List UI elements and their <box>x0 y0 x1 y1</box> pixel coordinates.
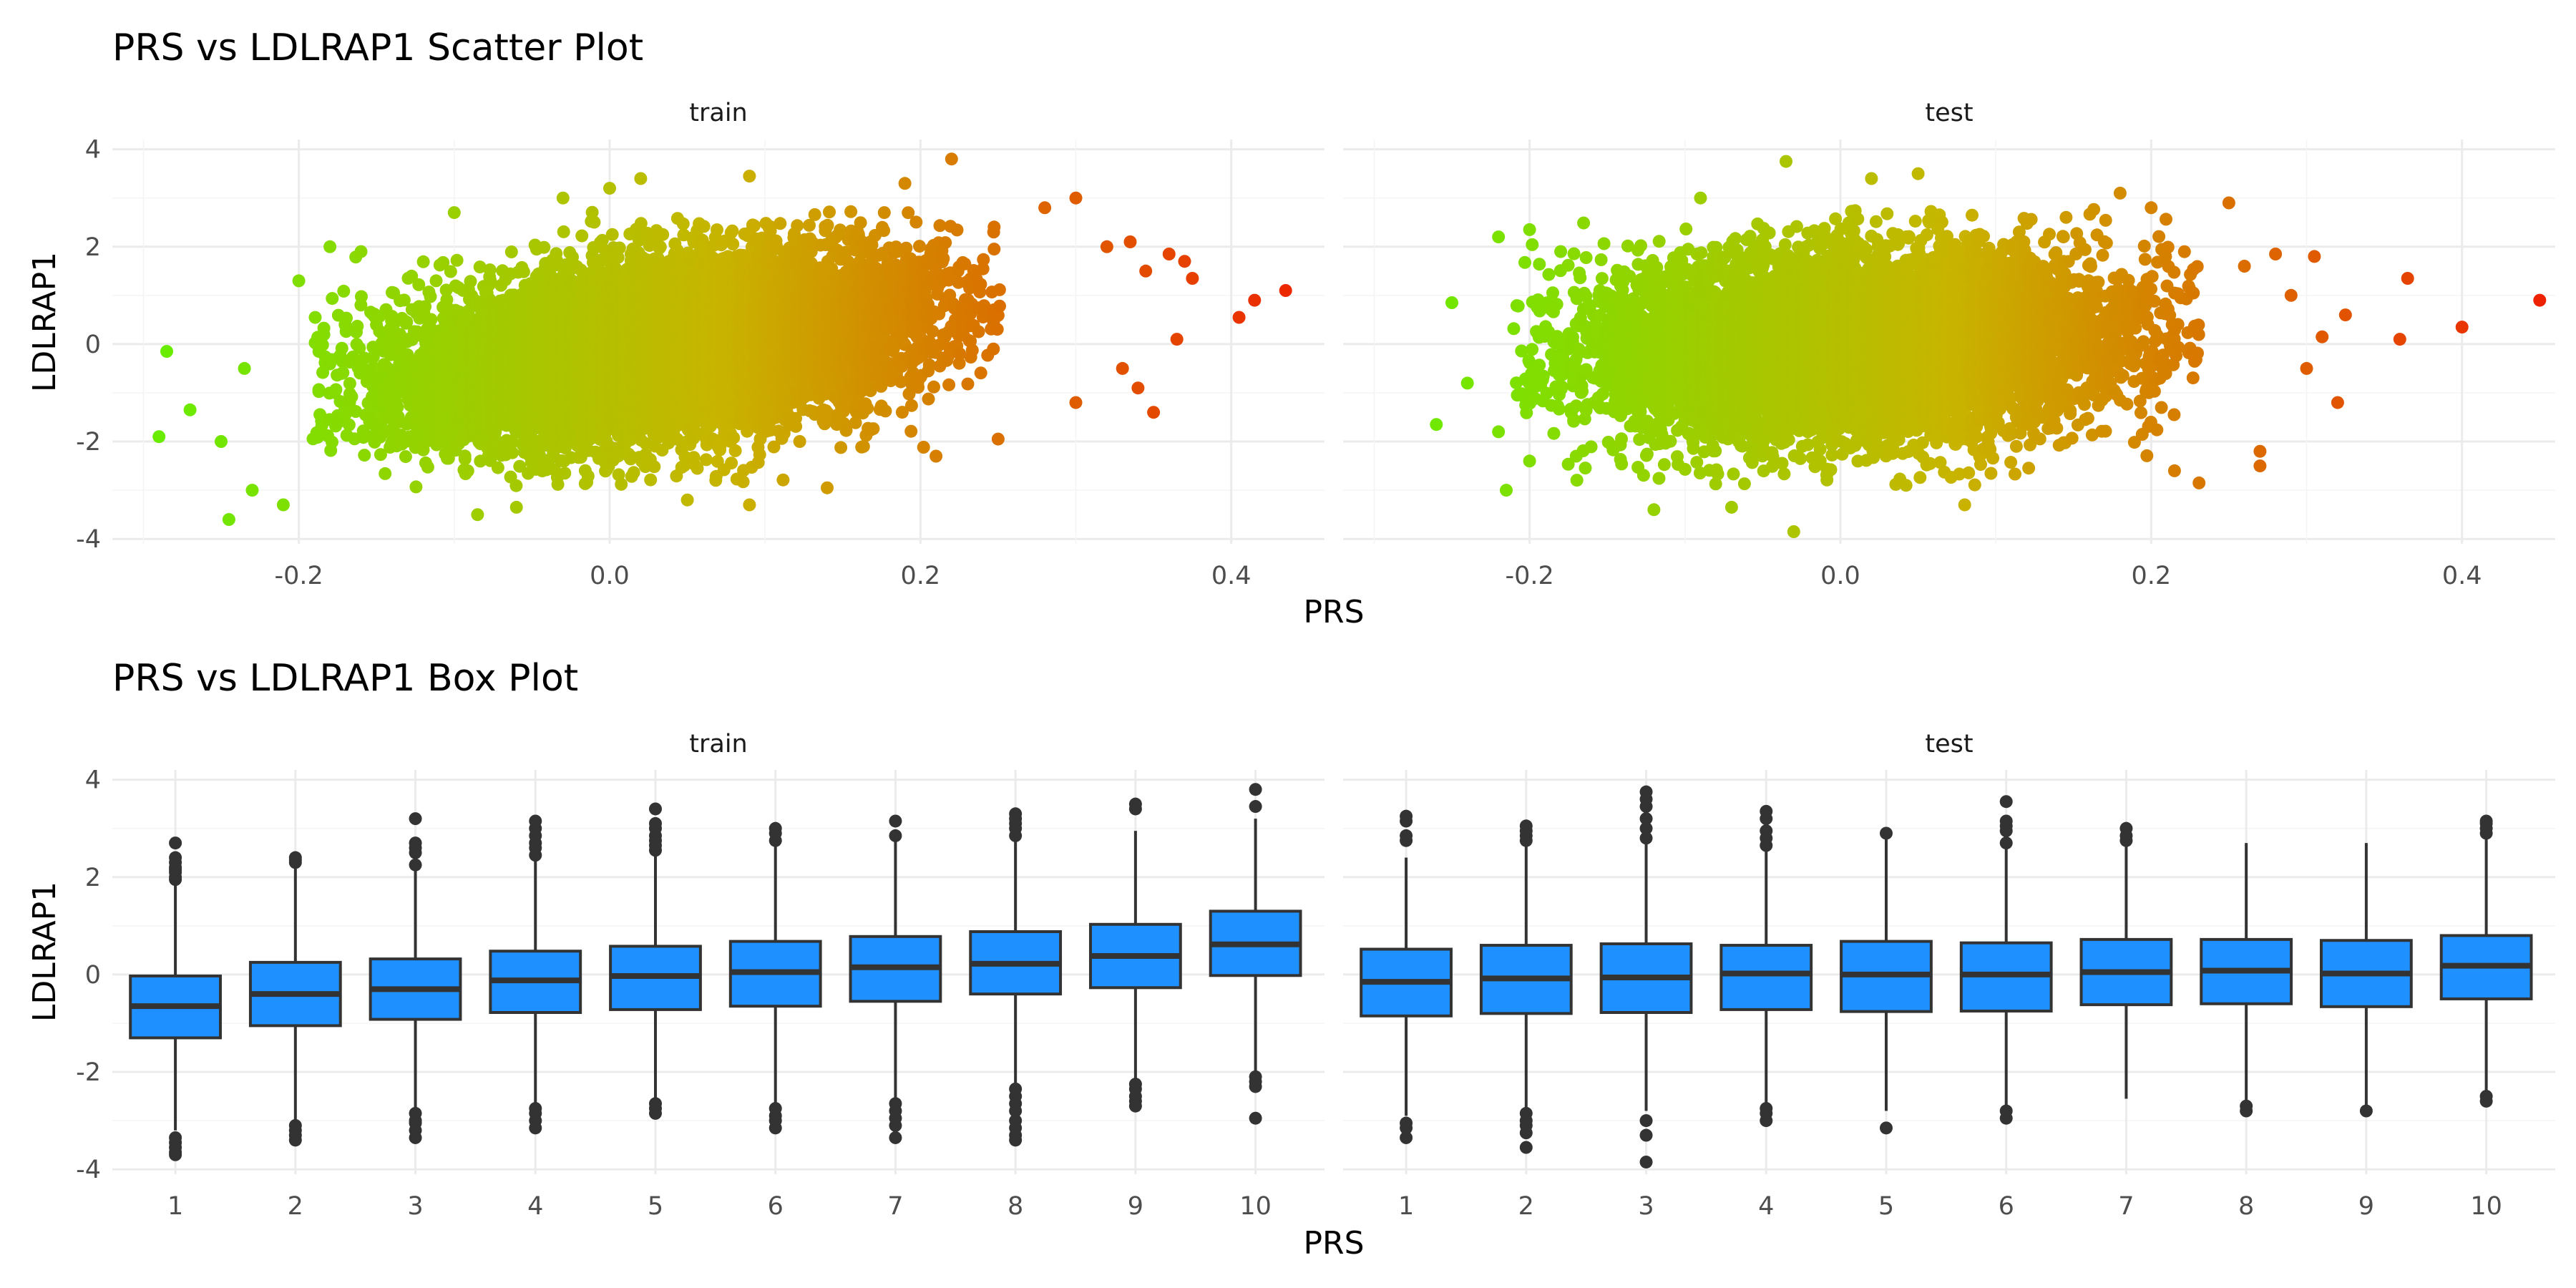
scatter-point <box>492 462 504 474</box>
scatter-point <box>337 285 350 298</box>
scatter-strip-test: test <box>1925 99 1973 127</box>
scatter-point <box>309 311 322 324</box>
scatter-point <box>326 436 338 449</box>
scatter-point <box>448 206 461 219</box>
scatter-point <box>603 182 616 195</box>
scatter-point <box>246 484 259 497</box>
scatter-train-x-tick-label: -0.2 <box>274 562 323 590</box>
scatter-point <box>517 265 530 278</box>
scatter-point <box>277 499 290 512</box>
scatter-point <box>557 225 570 238</box>
scatter-point <box>509 479 522 492</box>
scatter-point <box>462 464 474 477</box>
scatter-point <box>424 291 437 303</box>
scatter-point <box>323 240 336 253</box>
scatter-strip-train: train <box>689 99 747 127</box>
scatter-point <box>343 419 356 431</box>
scatter-point <box>648 460 660 473</box>
scatter-train-points <box>152 152 1292 526</box>
scatter-point <box>326 292 338 305</box>
scatter-train-x-tick-label: 0.2 <box>900 562 940 590</box>
scatter-point <box>558 467 571 479</box>
scatter-point <box>459 452 472 465</box>
scatter-train-y-tick-label: -2 <box>76 428 101 457</box>
scatter-point <box>399 450 412 463</box>
scatter-point <box>471 508 484 521</box>
scatter-train-y-tick-label: 0 <box>85 331 101 359</box>
figure: PRS vs LDLRAP1 Scatter Plot train test -… <box>0 0 2576 1288</box>
scatter-point <box>613 242 626 255</box>
scatter-point <box>215 435 228 448</box>
scatter-point <box>336 342 348 355</box>
scatter-point <box>318 322 331 335</box>
scatter-point <box>444 265 457 278</box>
scatter-train-x-tick-label: 0.4 <box>1211 562 1252 590</box>
scatter-point <box>505 245 518 258</box>
scatter-point <box>355 245 368 258</box>
scatter-point <box>184 404 197 416</box>
scatter-point <box>358 449 371 462</box>
scatter-point <box>293 274 306 287</box>
scatter-point <box>346 390 358 403</box>
scatter-point <box>510 501 523 514</box>
scatter-point <box>464 275 477 288</box>
scatter-point <box>575 230 588 243</box>
scatter-point <box>606 228 619 241</box>
scatter-point <box>628 466 640 479</box>
scatter-train-y-tick-label: 2 <box>85 233 101 262</box>
scatter-point <box>355 291 368 303</box>
scatter-train-y-tick-label: -4 <box>76 525 101 554</box>
scatter-point <box>152 430 165 443</box>
scatter-point <box>644 474 657 487</box>
scatter-point <box>537 241 550 254</box>
scatter-point <box>329 384 342 396</box>
scatter-point <box>615 478 628 491</box>
scatter-point <box>409 480 422 493</box>
scatter-point <box>223 513 235 526</box>
scatter-point <box>430 274 443 287</box>
scatter-point <box>421 461 434 474</box>
scatter-point <box>336 366 349 379</box>
scatter-point <box>379 467 391 480</box>
scatter-panel-train: -4 -2 0 2 4 -0.2 0.0 0.2 0.4 <box>76 136 1324 590</box>
scatter-point <box>238 362 251 375</box>
scatter-train-x-tick-label: 0.0 <box>590 562 630 590</box>
scatter-title: PRS vs LDLRAP1 Scatter Plot <box>112 26 643 69</box>
scatter-point <box>634 172 647 185</box>
scatter-point <box>160 345 173 358</box>
scatter-point <box>654 240 667 253</box>
scatter-point <box>582 469 595 482</box>
scatter-train-y-tick-label: 4 <box>85 136 101 165</box>
scatter-point <box>656 228 669 241</box>
scatter-point <box>552 478 565 491</box>
scatter-point <box>351 320 364 333</box>
scatter-point <box>451 254 464 267</box>
scatter-point <box>417 255 430 268</box>
scatter-point <box>557 192 570 205</box>
scatter-point <box>587 216 600 229</box>
scatter-plot: PRS vs LDLRAP1 Scatter Plot train test -… <box>26 26 2555 630</box>
